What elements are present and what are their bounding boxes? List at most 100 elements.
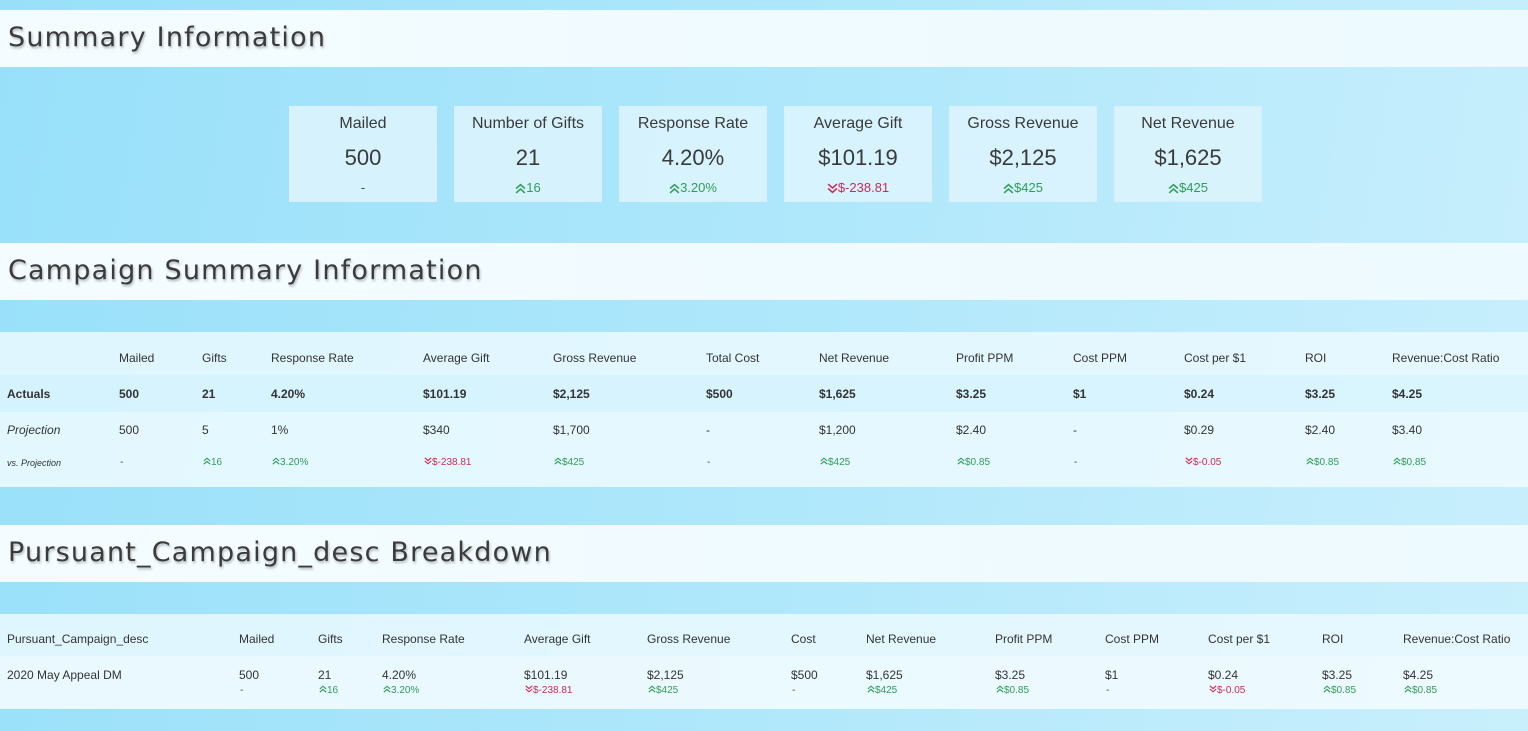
column-header: Profit PPM: [995, 632, 1053, 646]
actual-value: $2,125: [553, 387, 590, 401]
breakdown-delta: $0.85: [1323, 685, 1356, 696]
delta-down-icon: [1185, 457, 1193, 468]
delta-value: 16: [211, 457, 223, 468]
kpi-card: Average Gift $101.19 $-238.81: [784, 106, 932, 202]
delta-up-icon: [383, 685, 391, 696]
actual-value: $0.24: [1184, 387, 1215, 401]
column-header: Gross Revenue: [553, 351, 637, 365]
delta-up-icon: [648, 685, 656, 696]
actual-value: 500: [119, 387, 140, 401]
delta-value: $425: [562, 457, 585, 468]
vs-projection-delta: 3.20%: [272, 457, 308, 468]
vs-projection-delta: $0.85: [957, 457, 990, 468]
actual-value: $1: [1073, 387, 1087, 401]
breakdown-value: $0.24: [1208, 668, 1239, 682]
kpi-delta: 3.20%: [620, 180, 766, 195]
breakdown-value: $3.25: [995, 668, 1026, 682]
actual-value: $3.25: [1305, 387, 1336, 401]
kpi-delta-value: $425: [1014, 180, 1043, 195]
delta-up-icon: [1404, 685, 1412, 696]
campaign-vs-row-bg: [0, 448, 1528, 487]
breakdown-header: Pursuant_Campaign_desc Breakdown: [0, 525, 1528, 582]
campaign-actuals-row-bg: [0, 375, 1528, 412]
vs-projection-delta: -: [120, 457, 123, 468]
delta-value: $-0.05: [1193, 457, 1222, 468]
kpi-value: $2,125: [989, 145, 1057, 170]
column-header: Total Cost: [706, 351, 760, 365]
vs-projection-delta: $425: [820, 457, 850, 468]
kpi-label: Average Gift: [813, 115, 903, 132]
delta-value: -: [707, 457, 711, 468]
delta-value: 3.20%: [391, 685, 420, 696]
breakdown-delta: $425: [648, 685, 678, 696]
breakdown-header-row-bg: [0, 614, 1528, 656]
delta-up-icon: [1323, 685, 1331, 696]
column-header: Average Gift: [524, 632, 591, 646]
kpi-delta: 16: [455, 180, 601, 195]
breakdown-value: 500: [239, 668, 260, 682]
breakdown-delta: $425: [867, 685, 897, 696]
vs-projection-delta: $-0.05: [1185, 457, 1221, 468]
campaign-header: Campaign Summary Information: [0, 243, 1528, 300]
kpi-delta-value: $425: [1179, 180, 1208, 195]
summary-header: Summary Information: [0, 10, 1528, 67]
projection-value: 5: [202, 423, 209, 437]
projection-value: -: [706, 423, 710, 437]
kpi-label: Mailed: [339, 115, 387, 132]
breakdown-delta: $0.85: [1404, 685, 1437, 696]
delta-value: $0.85: [965, 457, 991, 468]
column-header: Net Revenue: [819, 351, 890, 365]
column-header: Mailed: [119, 351, 155, 365]
kpi-card: Number of Gifts 21 16: [454, 106, 602, 202]
delta-value: 3.20%: [280, 457, 309, 468]
kpi-delta-value: $-238.81: [837, 180, 890, 195]
kpi-delta-value: 3.20%: [680, 180, 717, 195]
projection-value: 1%: [271, 423, 289, 437]
delta-down-icon: [1209, 685, 1217, 696]
projection-value: $0.29: [1184, 423, 1215, 437]
kpi-label: Number of Gifts: [471, 115, 585, 132]
breakdown-delta: $0.85: [996, 685, 1029, 696]
vs-projection-delta: 16: [203, 457, 222, 468]
column-header: Cost per $1: [1184, 351, 1247, 365]
delta-up-icon: [867, 685, 875, 696]
campaign-header-row-bg: [0, 332, 1528, 375]
kpi-value: 500: [344, 145, 382, 170]
delta-down-icon: [827, 180, 838, 195]
projection-value: 500: [119, 423, 140, 437]
projection-value: -: [1073, 423, 1077, 437]
breakdown-delta: 16: [319, 685, 338, 696]
delta-up-icon: [515, 180, 526, 195]
delta-value: -: [120, 457, 124, 468]
delta-down-icon: [424, 457, 432, 468]
column-header: Revenue:Cost Ratio: [1403, 632, 1511, 646]
projection-value: $2.40: [1305, 423, 1336, 437]
kpi-card: Mailed 500 -: [289, 106, 437, 202]
actual-value: 21: [202, 387, 216, 401]
breakdown-delta: 3.20%: [383, 685, 419, 696]
row-label-campaign: 2020 May Appeal DM: [7, 668, 122, 682]
delta-value: 16: [327, 685, 339, 696]
delta-value: $0.85: [1004, 685, 1030, 696]
kpi-card: Net Revenue $1,625 $425: [1114, 106, 1262, 202]
delta-value: $0.85: [1401, 457, 1427, 468]
kpi-value: $101.19: [818, 145, 898, 170]
vs-projection-delta: $0.85: [1393, 457, 1426, 468]
vs-projection-delta: $425: [554, 457, 584, 468]
delta-up-icon: [1003, 180, 1014, 195]
actual-value: 4.20%: [271, 387, 306, 401]
column-header: Response Rate: [382, 632, 465, 646]
vs-projection-delta: -: [707, 457, 710, 468]
row-label-projection: Projection: [7, 423, 61, 437]
delta-up-icon: [996, 685, 1004, 696]
column-header: Response Rate: [271, 351, 354, 365]
breakdown-title: Pursuant_Campaign_desc Breakdown: [8, 537, 552, 568]
delta-value: $425: [656, 685, 679, 696]
breakdown-delta: -: [1106, 685, 1109, 696]
delta-value: $425: [875, 685, 898, 696]
column-header: ROI: [1305, 351, 1327, 365]
column-header: Pursuant_Campaign_desc: [7, 632, 149, 646]
kpi-label: Response Rate: [637, 115, 749, 132]
delta-value: $0.85: [1314, 457, 1340, 468]
projection-value: $1,200: [819, 423, 856, 437]
